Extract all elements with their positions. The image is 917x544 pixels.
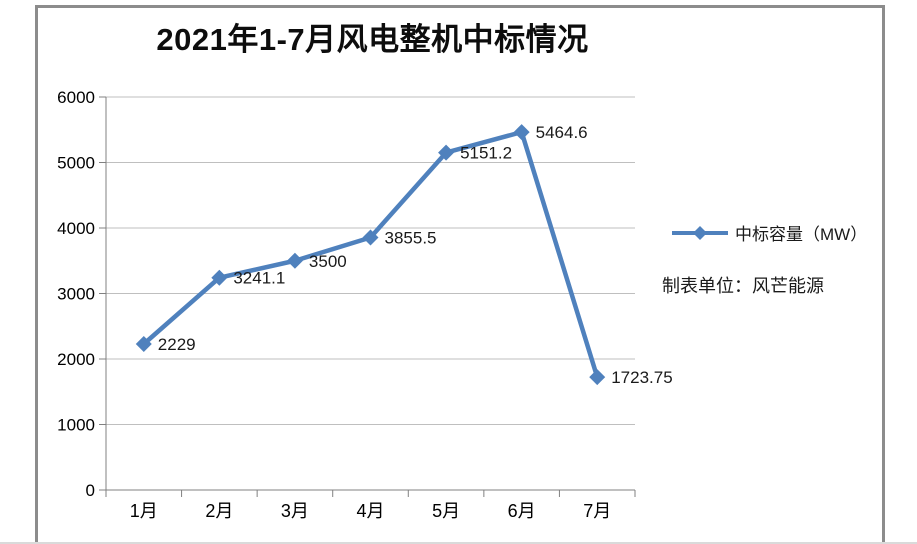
x-tick-label: 7月 <box>583 501 611 521</box>
series-line <box>141 129 600 380</box>
chart-frame <box>35 5 885 544</box>
x-tick-label: 4月 <box>356 501 384 521</box>
x-tick-label: 5月 <box>432 501 460 521</box>
data-point-label: 3500 <box>309 252 347 271</box>
legend-line-diamond-icon <box>672 225 728 240</box>
y-tick-label: 4000 <box>57 219 95 238</box>
data-point-label: 1723.75 <box>611 368 672 387</box>
data-point-diamond-marker <box>362 229 379 246</box>
data-point-diamond-marker <box>589 369 606 386</box>
data-point-diamond-marker <box>135 336 152 353</box>
data-point-diamond-marker <box>513 124 530 141</box>
y-tick-label: 1000 <box>57 416 95 435</box>
legend: 中标容量（MW） <box>670 220 867 245</box>
x-tick-label: 6月 <box>508 501 536 521</box>
x-tick-label: 3月 <box>281 501 309 521</box>
data-point-label: 3855.5 <box>385 228 437 247</box>
y-tick-label: 0 <box>86 481 95 500</box>
data-point-diamond-marker <box>211 269 228 286</box>
data-point-label: 5151.2 <box>460 144 512 163</box>
x-tick-label: 1月 <box>130 501 158 521</box>
data-point-label: 3241.1 <box>233 269 285 288</box>
chart-title: 2021年1-7月风电整机中标情况 <box>156 22 589 57</box>
chart-source-annotation: 制表单位：风芒能源 <box>662 276 824 296</box>
y-tick-label: 2000 <box>57 350 95 369</box>
data-point-label: 2229 <box>158 335 196 354</box>
y-tick-label: 3000 <box>57 285 95 304</box>
x-tick-label: 2月 <box>205 501 233 521</box>
data-point-diamond-marker <box>438 144 455 161</box>
data-point-label: 5464.6 <box>536 123 588 142</box>
legend-series-label: 中标容量（MW） <box>735 225 868 244</box>
y-tick-label: 5000 <box>57 154 95 173</box>
data-point-diamond-marker <box>286 252 303 269</box>
y-tick-label: 6000 <box>57 88 95 107</box>
window-bottom-edge <box>0 542 917 544</box>
